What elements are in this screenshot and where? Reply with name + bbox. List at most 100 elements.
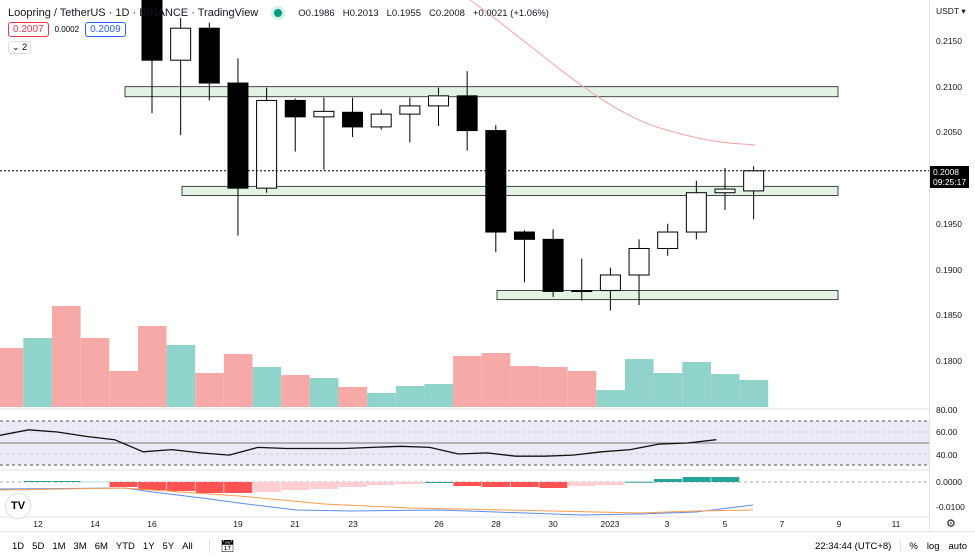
range-5y-button[interactable]: 5Y <box>162 540 175 552</box>
macd-histogram-bar <box>310 482 339 489</box>
macd-histogram-bar <box>510 482 539 487</box>
time-tick: 26 <box>434 519 444 529</box>
volume-bar <box>252 367 282 407</box>
time-tick: 12 <box>33 519 43 529</box>
macd-histogram-bar <box>52 481 81 482</box>
macd-histogram-bar <box>281 482 310 490</box>
candle-body <box>657 231 679 249</box>
macd-tick: -0.0100 <box>936 502 965 512</box>
time-tick: 16 <box>147 519 157 529</box>
candle-body <box>399 105 421 115</box>
range-ytd-button[interactable]: YTD <box>115 540 135 552</box>
macd-histogram-bar <box>596 482 625 485</box>
macd-histogram-bar <box>109 482 138 487</box>
spread-value: 0.0002 <box>54 25 80 34</box>
rsi-tick: 60.00 <box>936 427 958 437</box>
candle-body <box>685 192 707 233</box>
candle-body <box>571 290 593 293</box>
log-scale-toggle[interactable]: log <box>926 540 940 552</box>
macd-histogram-bar <box>682 477 711 482</box>
indicator-count: 2 <box>22 42 28 52</box>
macd-line <box>0 487 754 516</box>
buy-price-button[interactable]: 0.2009 <box>85 22 126 37</box>
time-tick: 21 <box>290 519 300 529</box>
range-5d-button[interactable]: 5D <box>32 540 45 552</box>
candle-body <box>256 99 278 189</box>
time-tick: 11 <box>891 519 901 529</box>
percent-scale-toggle[interactable]: % <box>900 540 918 552</box>
volume-bar <box>395 386 425 407</box>
candle-body <box>542 238 564 292</box>
candle-body <box>313 110 335 118</box>
price-tick: 0.2100 <box>936 82 962 92</box>
currency-selector[interactable]: USDT ▾ <box>936 6 966 16</box>
range-all-button[interactable]: All <box>182 540 193 552</box>
symbol-title[interactable]: Loopring / TetherUS · 1D · BINANCE · Tra… <box>8 7 259 19</box>
goto-date-icon[interactable]: 📅︎ <box>208 539 235 553</box>
ohlc-change: +0.0021 (+1.06%) <box>472 7 549 19</box>
tradingview-logo[interactable]: TV <box>5 493 31 519</box>
range-3m-button[interactable]: 3M <box>73 540 87 552</box>
volume-bar <box>539 367 568 407</box>
ohlc-high: H0.2013 <box>342 7 379 19</box>
support-resistance-zone <box>124 86 839 98</box>
range-1m-button[interactable]: 1M <box>52 540 66 552</box>
macd-histogram-bar <box>338 482 367 487</box>
macd-tick: 0.0000 <box>936 477 962 487</box>
candle-body <box>456 95 478 132</box>
candle-body <box>628 247 650 276</box>
chart-canvas[interactable] <box>0 0 930 530</box>
macd-histogram-bar <box>539 482 568 488</box>
chevron-down-icon: ⌄ <box>12 42 20 52</box>
bar-countdown: 09:25:17 <box>933 177 967 187</box>
macd-histogram-bar <box>138 482 167 490</box>
candle-body <box>428 95 449 107</box>
volume-bar <box>338 387 368 407</box>
range-1y-button[interactable]: 1Y <box>142 540 155 552</box>
volume-bar <box>109 371 138 407</box>
price-tick: 0.2150 <box>936 36 962 46</box>
macd-histogram-bar <box>711 477 740 482</box>
candle-body <box>485 130 507 233</box>
macd-histogram-bar <box>453 482 482 486</box>
current-price-label: 0.2008 09:25:17 <box>930 166 970 188</box>
volume-bar <box>0 348 24 407</box>
candle-body <box>743 170 765 192</box>
macd-histogram-bar <box>23 481 52 482</box>
candle-body <box>370 113 392 128</box>
volume-bar <box>137 326 167 407</box>
ohlc-close: C0.2008 <box>428 7 465 19</box>
range-1d-button[interactable]: 1D <box>12 540 25 552</box>
sell-price-button[interactable]: 0.2007 <box>8 22 49 37</box>
price-axis[interactable]: USDT ▾ 0.2150 0.2100 0.2050 0.1950 0.190… <box>929 0 975 530</box>
auto-scale-toggle[interactable]: auto <box>948 540 968 552</box>
rsi-tick: 80.00 <box>936 405 958 415</box>
candle-body <box>513 231 535 240</box>
clock[interactable]: 22:34:44 (UTC+8) <box>815 540 892 552</box>
time-tick: 5 <box>722 519 728 529</box>
ohlc-low: L0.1955 <box>386 7 421 19</box>
range-6m-button[interactable]: 6M <box>94 540 108 552</box>
volume-bar <box>481 353 511 407</box>
macd-histogram-bar <box>653 479 682 482</box>
price-tick: 0.2050 <box>936 127 962 137</box>
candle-body <box>198 27 220 84</box>
macd-histogram-bar <box>224 482 253 493</box>
settings-gear-icon[interactable]: ⚙ <box>946 518 956 530</box>
candle-body <box>342 111 364 128</box>
rsi-line <box>0 429 717 457</box>
price-tick: 0.1800 <box>936 356 962 366</box>
time-tick: 23 <box>348 519 358 529</box>
macd-histogram-bar <box>166 482 195 491</box>
support-resistance-zone <box>181 185 839 196</box>
macd-histogram-bar <box>80 481 109 483</box>
chart-legend: Loopring / TetherUS · 1D · BINANCE · Tra… <box>8 7 549 19</box>
volume-bar <box>510 366 539 407</box>
candle-body <box>284 99 306 118</box>
time-tick: 2023 <box>600 519 620 529</box>
volume-bar <box>281 375 310 407</box>
collapse-indicators-button[interactable]: ⌄ 2 <box>8 41 32 54</box>
macd-histogram-bar <box>396 482 425 484</box>
candle-body <box>599 274 621 292</box>
rsi-tick: 40.00 <box>936 450 958 460</box>
